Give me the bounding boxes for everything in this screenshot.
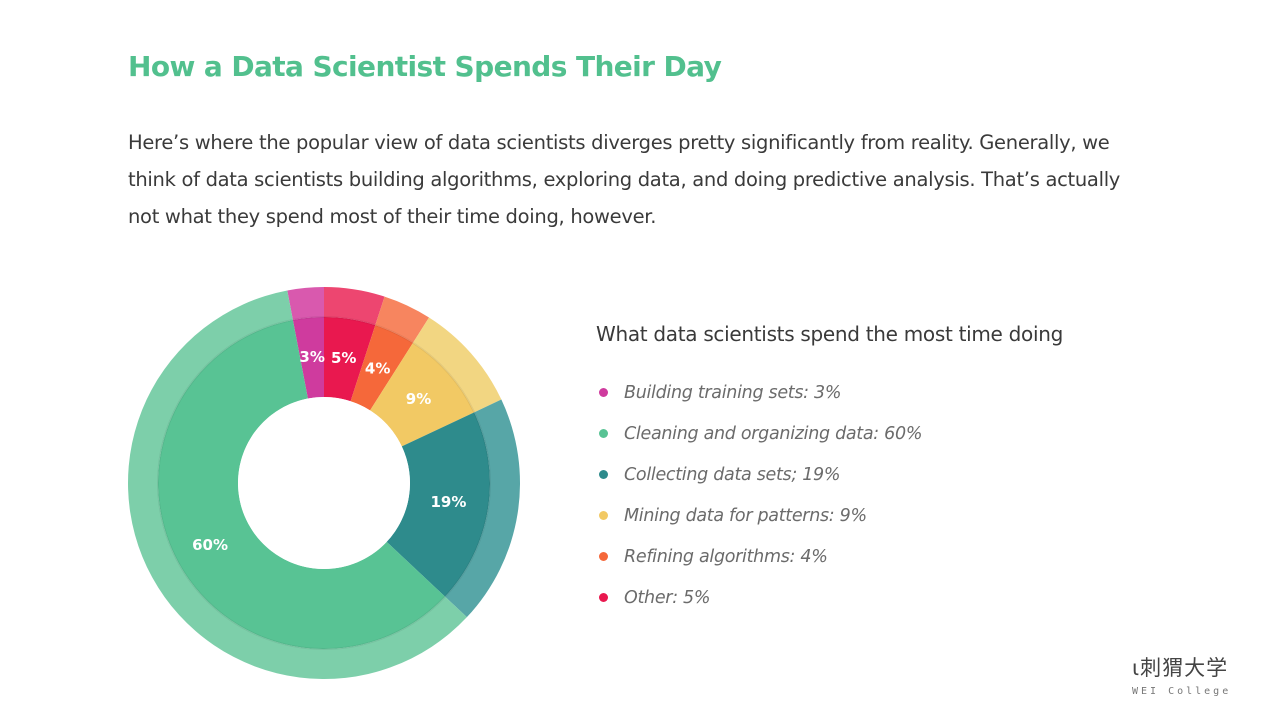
outer-ring-other <box>324 287 385 326</box>
intro-paragraph: Here’s where the popular view of data sc… <box>128 131 1121 228</box>
ring-divider <box>157 316 491 650</box>
legend-dot-icon <box>599 429 608 438</box>
legend-dot-icon <box>599 552 608 561</box>
donut-hole <box>238 397 410 569</box>
legend-label: Building training sets: 3% <box>624 382 842 403</box>
legend-label: Refining algorithms: 4% <box>624 546 828 567</box>
slice-building-training-sets <box>292 317 324 399</box>
outer-ring-collecting-data-sets <box>445 399 520 618</box>
legend-title: What data scientists spend the most time… <box>596 322 1063 346</box>
donut-chart: 3% 5% 4% 9% 19% 60% <box>100 260 560 710</box>
legend-label: Other: 5% <box>624 587 711 608</box>
legend-item-building-training-sets: Building training sets: 3% <box>596 372 1156 413</box>
legend-dot-icon <box>599 593 608 602</box>
legend-item-cleaning-and-organizing-data: Cleaning and organizing data: 60% <box>596 413 1156 454</box>
slice-label-refining-algorithms: 4% <box>365 359 390 377</box>
legend-item-mining-data-for-patterns: Mining data for patterns: 9% <box>596 495 1156 536</box>
slice-label-collecting-data-sets: 19% <box>430 493 466 511</box>
college-logo: ι刺猬大学 WEI College <box>1132 652 1252 700</box>
legend: What data scientists spend the most time… <box>596 322 1156 618</box>
outer-ring-refining-algorithms <box>375 296 430 343</box>
legend-item-refining-algorithms: Refining algorithms: 4% <box>596 536 1156 577</box>
slice-collecting-data-sets <box>386 412 490 597</box>
legend-dot-icon <box>599 388 608 397</box>
donut-chart-svg: 3% 5% 4% 9% 19% 60% <box>127 287 520 679</box>
outer-ring-mining-data-for-patterns <box>412 317 502 413</box>
slice-cleaning-and-organizing-data <box>157 319 446 649</box>
outer-ring-building-training-sets <box>287 287 324 320</box>
page-title: How a Data Scientist Spends Their Day <box>128 50 722 83</box>
legend-dot-icon <box>599 470 608 479</box>
legend-label: Cleaning and organizing data: 60% <box>624 423 923 444</box>
legend-item-collecting-data-sets: Collecting data sets; 19% <box>596 454 1156 495</box>
slice-refining-algorithms <box>350 325 413 411</box>
slice-other <box>324 317 376 402</box>
legend-label: Collecting data sets; 19% <box>624 464 841 485</box>
slice-label-mining-data-for-patterns: 9% <box>406 390 431 408</box>
legend-dot-icon <box>599 511 608 520</box>
slice-label-building-training-sets: 3% <box>299 348 324 366</box>
slice-label-other: 5% <box>331 349 356 367</box>
legend-item-other: Other: 5% <box>596 577 1156 618</box>
logo-english-text: WEI College <box>1132 686 1232 697</box>
legend-list: Building training sets: 3% Cleaning and o… <box>596 372 1156 618</box>
logo-chinese-text: ι刺猬大学 <box>1132 656 1229 680</box>
slice-mining-data-for-patterns <box>370 342 475 447</box>
legend-label: Mining data for patterns: 9% <box>624 505 867 526</box>
slice-label-cleaning-and-organizing-data: 60% <box>192 536 228 554</box>
outer-ring-cleaning-and-organizing-data <box>127 290 467 679</box>
